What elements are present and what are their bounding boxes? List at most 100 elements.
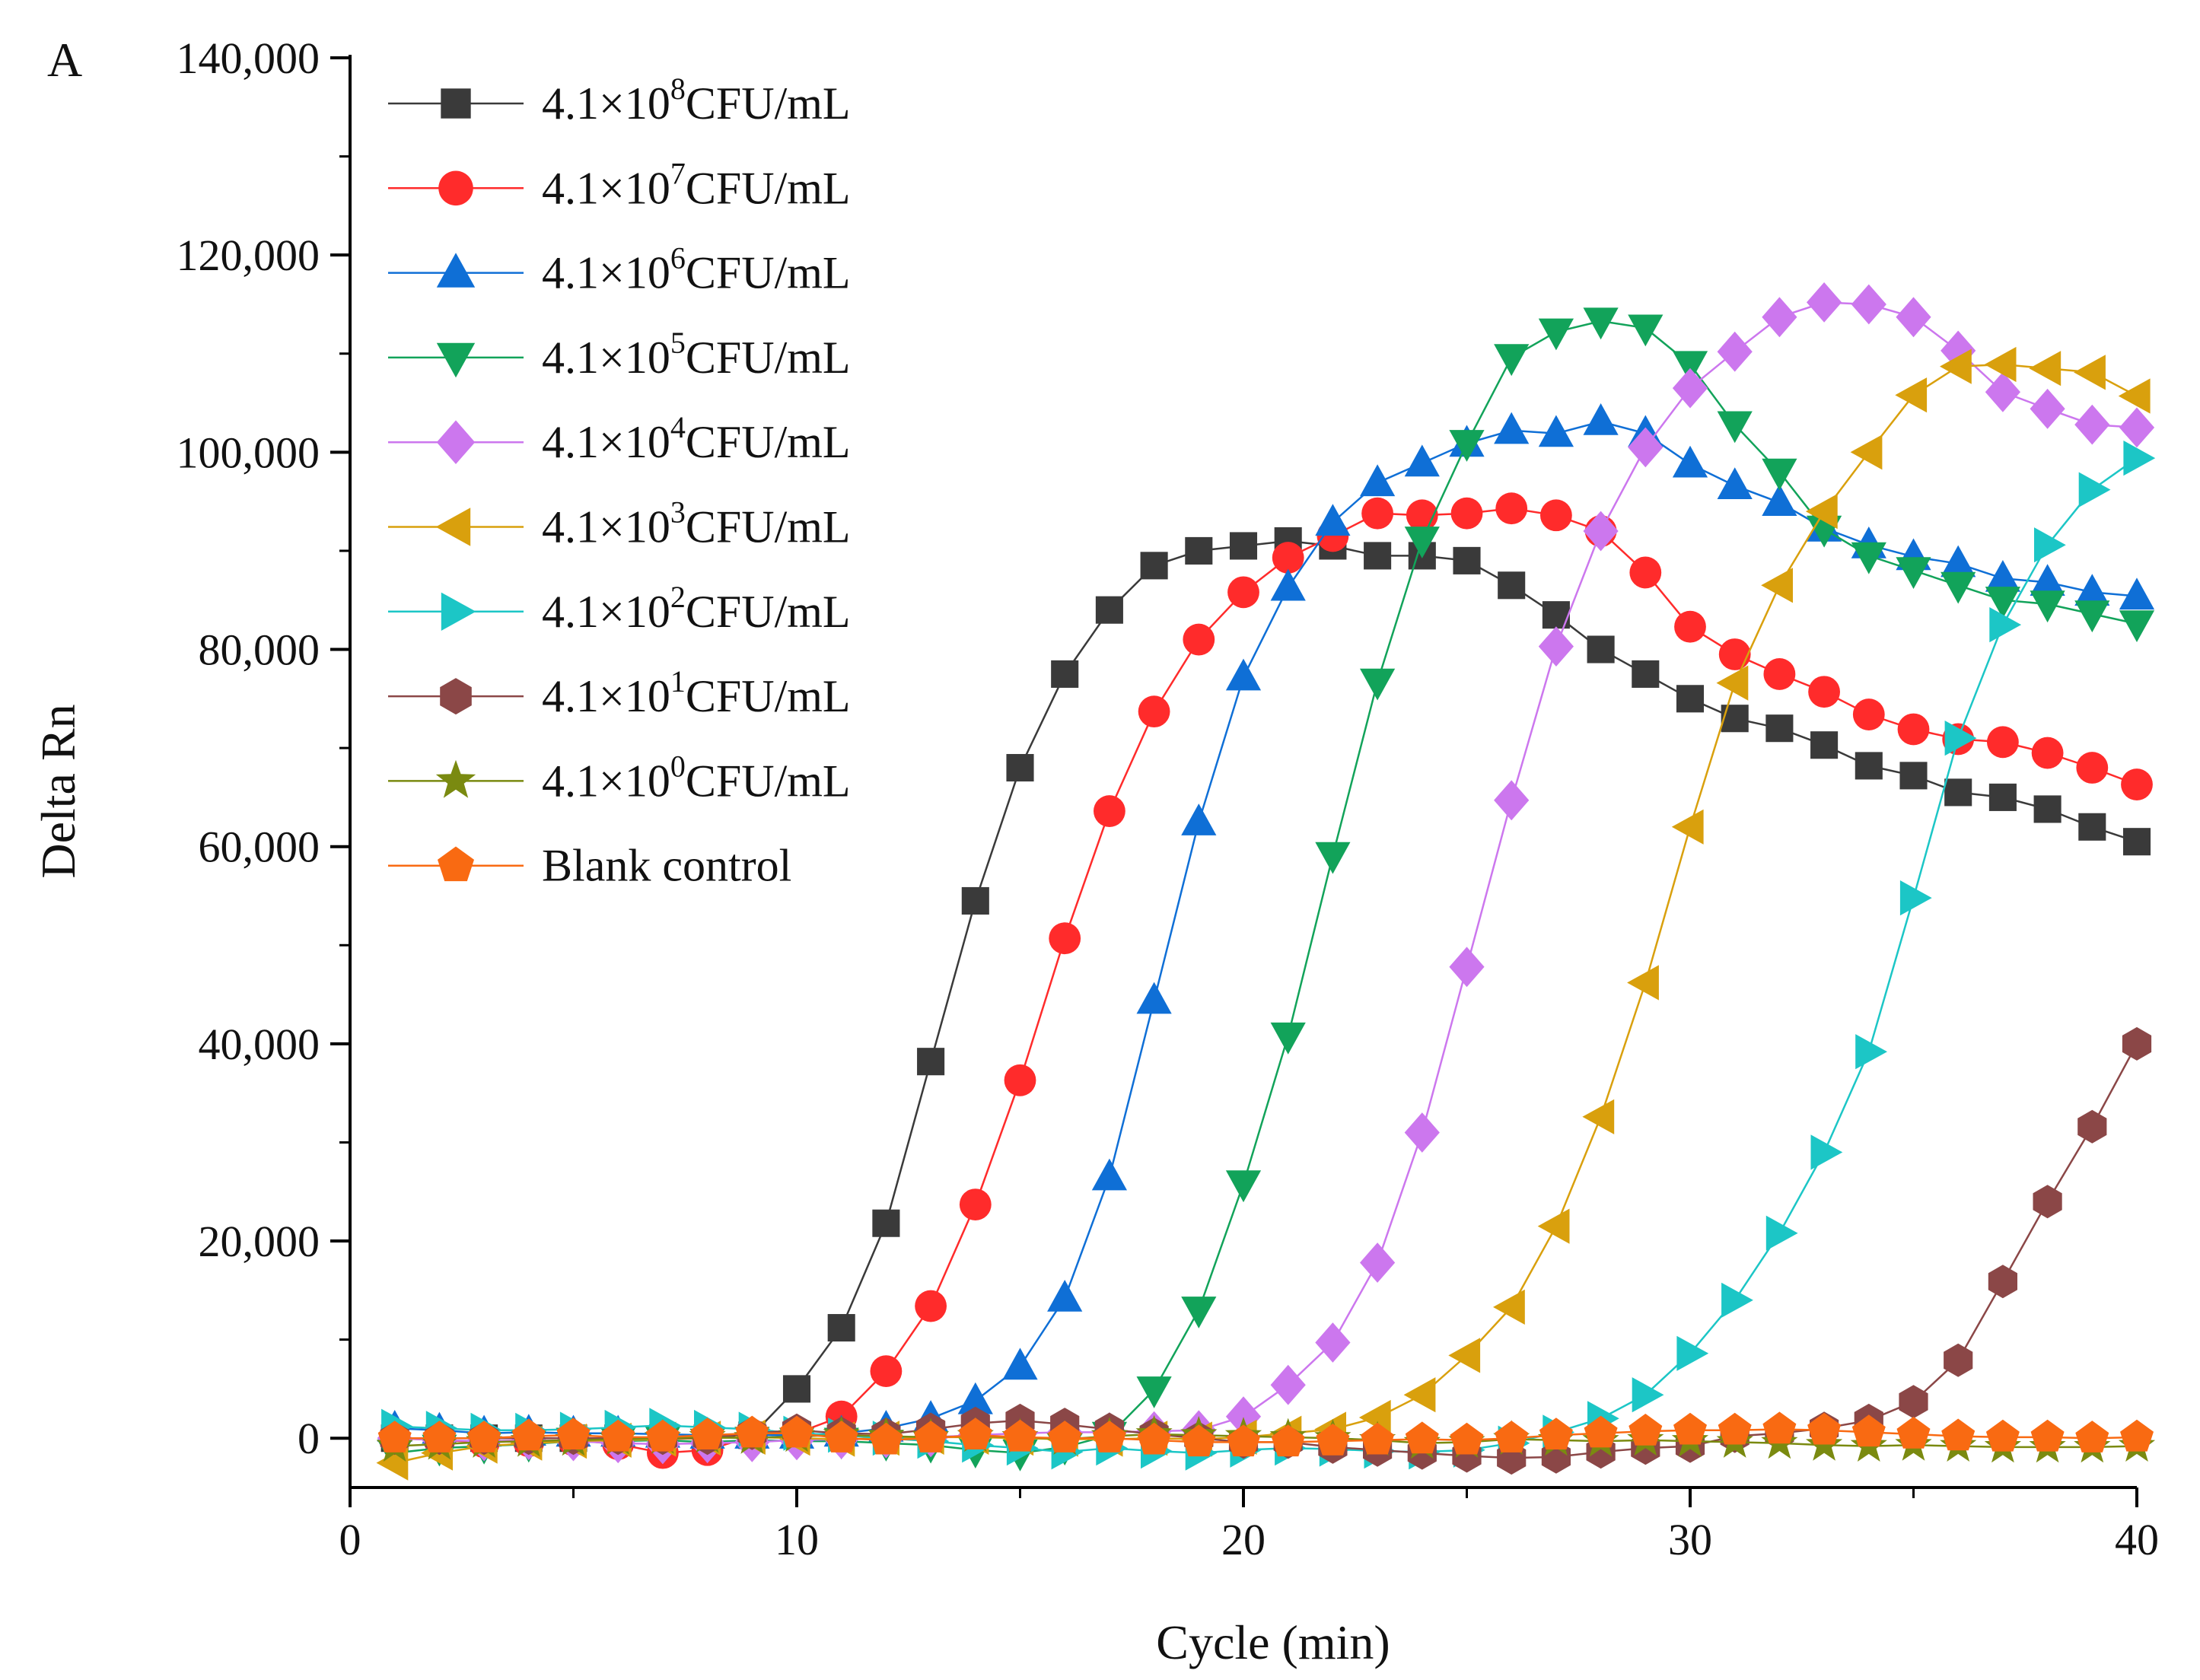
legend-label-exponent: 6 — [670, 241, 686, 275]
legend-label-exponent: 2 — [670, 580, 686, 614]
series-line — [394, 420, 2138, 1437]
data-point — [1629, 556, 1662, 589]
data-point — [1985, 587, 2020, 619]
data-point — [1985, 560, 2020, 592]
data-point — [1717, 411, 1753, 444]
y-tick-label: 40,000 — [199, 1020, 320, 1069]
data-point — [1851, 1414, 1886, 1447]
legend-label-unit: CFU/mL — [686, 417, 851, 467]
data-point — [1360, 668, 1396, 701]
y-tick-label: 60,000 — [199, 822, 320, 872]
legend-label-exponent: 4 — [670, 410, 686, 444]
legend-label-base: Blank control — [542, 841, 791, 891]
data-point — [1537, 1208, 1570, 1244]
legend-marker — [438, 846, 474, 882]
data-point — [1495, 492, 1528, 525]
data-point — [1270, 568, 1306, 601]
legend-label-unit: CFU/mL — [686, 756, 851, 806]
data-point — [1538, 626, 1574, 667]
data-point — [2119, 578, 2155, 610]
data-point — [1006, 753, 1034, 782]
data-point — [1899, 762, 1928, 790]
data-point — [957, 1382, 993, 1414]
data-point — [2123, 441, 2156, 476]
data-point — [1763, 658, 1796, 690]
data-point — [1138, 695, 1170, 728]
data-point — [869, 1422, 903, 1455]
data-point — [2074, 355, 2106, 390]
data-point — [2030, 564, 2065, 596]
data-point — [1944, 778, 1972, 807]
data-point — [1810, 1134, 1843, 1170]
legend-label-exponent: 8 — [670, 72, 686, 106]
legend-label-base: 4.1×10 — [542, 417, 670, 467]
data-point — [1583, 307, 1619, 340]
data-point — [1315, 504, 1351, 536]
legend-marker — [436, 253, 476, 288]
data-point — [1498, 571, 1526, 600]
data-point — [1225, 1396, 1262, 1437]
data-point — [2119, 407, 2155, 448]
legend-label: 4.1×108CFU/mL — [542, 72, 851, 129]
data-point — [1047, 1280, 1083, 1312]
legend-label-unit: CFU/mL — [686, 502, 851, 552]
data-point — [1988, 783, 2017, 811]
x-axis-title: Cycle (min) — [1156, 1615, 1390, 1669]
data-point — [1627, 965, 1659, 1001]
data-point — [1272, 542, 1304, 574]
legend-label-base: 4.1×10 — [542, 587, 670, 637]
data-point — [1941, 571, 1976, 604]
data-point — [1360, 1242, 1396, 1283]
legend-item: 4.1×108CFU/mL — [388, 72, 851, 129]
data-point — [1989, 607, 2022, 643]
data-point — [2078, 472, 2111, 508]
data-point — [1183, 623, 1215, 656]
data-point — [1807, 282, 1842, 323]
data-point — [1988, 1265, 2017, 1299]
data-point — [2031, 737, 2064, 769]
legend-label-base: 4.1×10 — [542, 163, 670, 213]
legend-item: 4.1×107CFU/mL — [388, 156, 851, 213]
data-point — [1271, 1424, 1305, 1457]
legend-label-unit: CFU/mL — [686, 78, 851, 129]
legend-item: 4.1×104CFU/mL — [388, 410, 851, 467]
legend-marker — [436, 420, 476, 464]
legend: 4.1×108CFU/mL4.1×107CFU/mL4.1×106CFU/mL4… — [388, 72, 851, 891]
data-point — [1628, 427, 1664, 468]
data-point — [917, 1048, 945, 1076]
series-line — [394, 1428, 2138, 1443]
data-point — [1671, 809, 1704, 845]
data-point — [1450, 1422, 1484, 1455]
data-point — [1094, 795, 1125, 827]
data-point — [1850, 434, 1883, 470]
legend-item: 4.1×101CFU/mL — [388, 664, 851, 721]
data-point — [1721, 705, 1749, 733]
data-point — [1721, 1282, 1753, 1318]
data-point — [1092, 1421, 1126, 1452]
data-point — [1403, 1377, 1436, 1413]
data-point — [1899, 1385, 1928, 1419]
data-point — [1805, 494, 1838, 530]
data-point — [1672, 445, 1708, 478]
data-point — [645, 1419, 680, 1452]
data-point — [1494, 780, 1530, 821]
data-point — [422, 1421, 457, 1452]
data-point — [2033, 1185, 2062, 1219]
data-point — [1450, 497, 1483, 530]
data-point — [1270, 1364, 1306, 1405]
data-point — [1315, 842, 1351, 874]
data-point — [827, 1314, 855, 1342]
data-point — [1896, 557, 1931, 589]
data-point — [915, 1290, 947, 1322]
data-point — [1538, 415, 1574, 447]
data-point — [1270, 1022, 1306, 1055]
data-point — [1539, 1418, 1573, 1449]
series-layer — [376, 282, 2156, 1481]
data-point — [1896, 297, 1931, 338]
data-point — [1540, 499, 1572, 532]
legend-label-unit: CFU/mL — [686, 163, 851, 213]
data-point — [1672, 368, 1708, 409]
data-point — [1493, 1289, 1525, 1325]
legend-item: 4.1×100CFU/mL — [388, 749, 851, 806]
